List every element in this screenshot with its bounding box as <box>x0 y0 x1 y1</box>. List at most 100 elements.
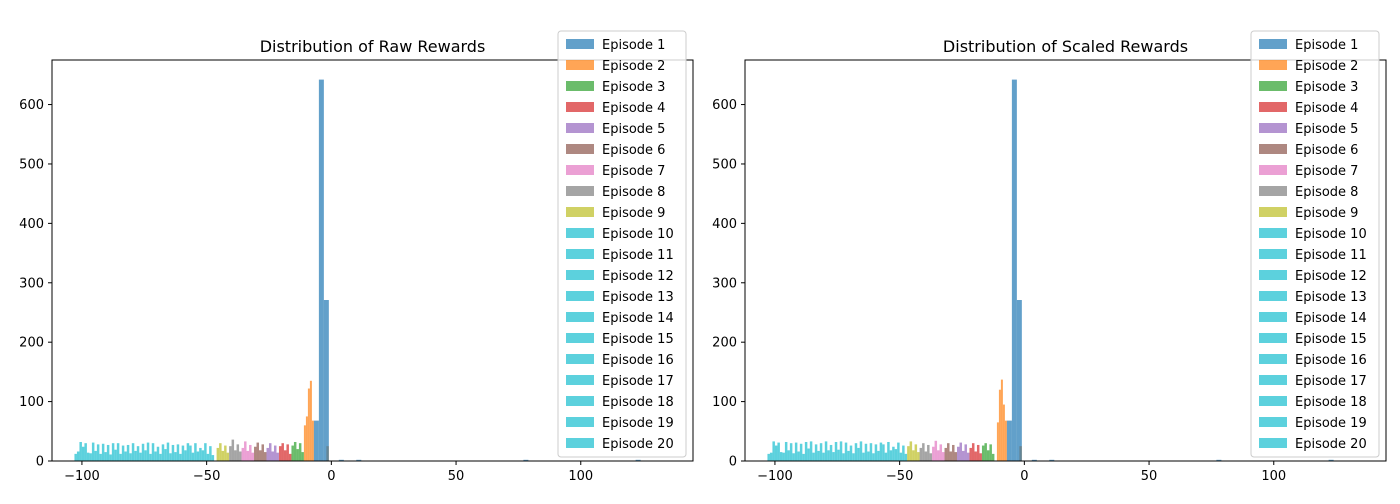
y-tick-label: 0 <box>36 455 44 470</box>
histogram-bar <box>121 445 125 461</box>
legend-label: Episode 12 <box>1295 269 1367 284</box>
histogram-bar <box>929 453 933 461</box>
series-11-bars <box>882 441 895 461</box>
histogram-bar <box>234 450 237 461</box>
y-tick-label: 600 <box>19 98 44 113</box>
histogram-bar <box>942 452 945 461</box>
histogram-bar <box>184 450 187 461</box>
legend-label: Episode 8 <box>602 185 665 200</box>
histogram-bar <box>789 443 793 461</box>
series-15-bars <box>139 442 152 461</box>
histogram-bar <box>794 442 798 461</box>
histogram-bar <box>307 388 310 461</box>
series-16-bars <box>126 443 140 461</box>
histogram-bar <box>131 443 135 461</box>
series-9-bars <box>907 441 920 461</box>
histogram-bar <box>837 449 840 461</box>
histogram-bar <box>266 447 269 461</box>
series-4-bars <box>969 443 982 461</box>
histogram-bar <box>824 441 828 461</box>
series-10-bars <box>894 442 908 461</box>
histogram-bar <box>884 452 888 461</box>
histogram-bar <box>134 450 137 461</box>
histogram-bar <box>259 450 262 461</box>
histogram-bars <box>767 79 1334 461</box>
histogram-bar <box>254 446 257 461</box>
histogram-bar <box>301 452 304 461</box>
histogram-bar <box>86 452 90 461</box>
series-3-bars <box>291 441 304 461</box>
histogram-bar <box>144 450 147 461</box>
histogram-bar <box>952 444 955 461</box>
histogram-bar <box>296 449 299 461</box>
histogram-bar <box>229 446 232 461</box>
histogram-bar <box>151 443 155 461</box>
legend-label: Episode 13 <box>1295 290 1367 305</box>
histogram-bar <box>129 453 132 461</box>
series-14-bars <box>151 443 165 461</box>
legend-label: Episode 18 <box>602 395 674 410</box>
legend-swatch <box>566 438 594 448</box>
histogram-bar <box>181 445 185 461</box>
histogram-bar <box>839 441 843 461</box>
legend-label: Episode 2 <box>602 59 665 74</box>
legend-label: Episode 6 <box>602 143 665 158</box>
histogram-bar <box>286 444 289 461</box>
y-tick-label: 200 <box>712 336 737 351</box>
legend-swatch <box>1259 333 1287 343</box>
histogram-bar <box>1004 420 1007 461</box>
histogram-bar <box>787 450 790 461</box>
legend-swatch <box>566 354 594 364</box>
histogram-bar <box>784 441 788 461</box>
legend-swatch <box>566 165 594 175</box>
histogram-bar <box>149 453 152 461</box>
series-13-bars <box>857 441 870 461</box>
histogram-bar <box>907 446 910 461</box>
histogram-bar <box>244 441 247 461</box>
histogram-bar <box>947 443 950 461</box>
histogram-bar <box>191 452 195 461</box>
legend-label: Episode 1 <box>1295 38 1358 53</box>
legend-box <box>557 30 687 458</box>
histogram-bar <box>116 443 120 461</box>
histogram-bar <box>201 450 205 461</box>
histogram-bar <box>934 440 938 461</box>
histogram-bar <box>261 444 264 461</box>
series-13-bars <box>164 442 177 461</box>
histogram-bar <box>276 452 279 461</box>
histogram-bar <box>204 443 207 461</box>
legend-label: Episode 7 <box>1295 164 1358 179</box>
histogram-bar <box>922 443 925 461</box>
legend-label: Episode 14 <box>602 311 674 326</box>
histogram-bar <box>96 444 100 461</box>
histogram-bar <box>89 453 92 461</box>
x-tick-label: 0 <box>327 469 335 484</box>
legend-swatch <box>566 417 594 427</box>
legend-label: Episode 6 <box>1295 143 1358 158</box>
series-1-bars <box>1006 79 1334 461</box>
histogram-bar <box>114 449 117 461</box>
y-tick-label: 400 <box>19 217 44 232</box>
y-tick-label: 0 <box>729 455 737 470</box>
histogram-bar <box>209 446 212 461</box>
histogram-bar <box>807 448 810 461</box>
raw-rewards-panel: Distribution of Raw Rewards −100 −50 0 50 100… <box>19 30 694 484</box>
histogram-bar <box>224 445 227 461</box>
legend-label: Episode 18 <box>1295 395 1367 410</box>
histogram-bar <box>236 444 240 461</box>
histogram-bar <box>211 455 215 461</box>
histogram-bar <box>161 444 165 461</box>
legend-swatch <box>566 102 594 112</box>
x-tick-label: 50 <box>448 469 465 484</box>
histogram-bar <box>969 447 972 461</box>
legend-swatch <box>1259 375 1287 385</box>
legend-swatch <box>1259 228 1287 238</box>
legend-label: Episode 11 <box>1295 248 1367 263</box>
histogram-bar <box>887 441 890 461</box>
histogram-bar <box>847 450 850 461</box>
histogram-bar <box>979 453 982 461</box>
histogram-bar <box>206 453 210 461</box>
legend-label: Episode 5 <box>602 122 665 137</box>
histogram-bar <box>246 450 250 461</box>
series-15-bars <box>832 441 845 461</box>
